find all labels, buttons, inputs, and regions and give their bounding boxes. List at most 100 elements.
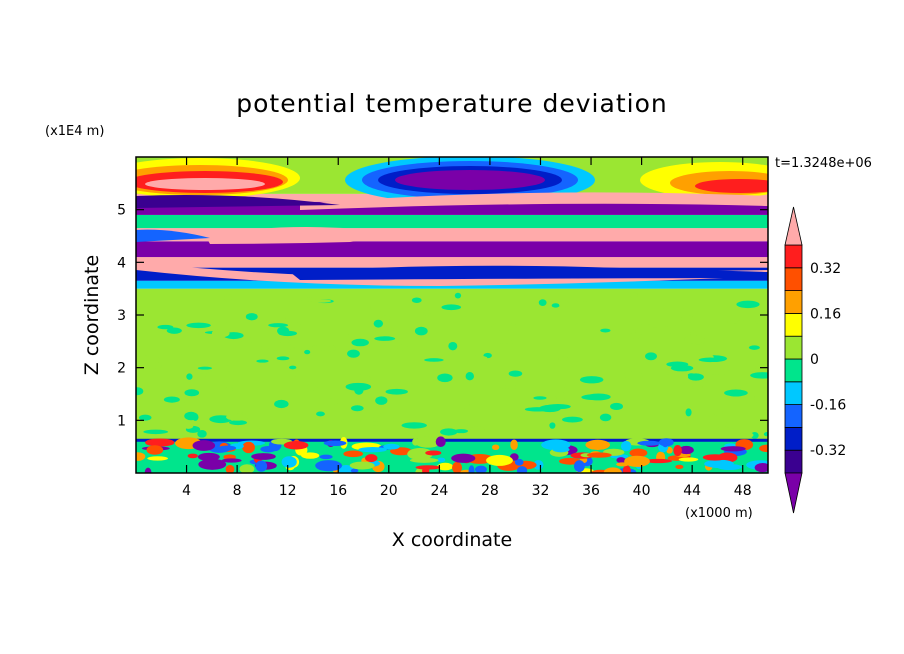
speckle [217, 327, 231, 331]
speckle [304, 349, 311, 355]
speckle [345, 382, 372, 391]
turbulence-cell [319, 454, 333, 460]
speckle [549, 422, 556, 429]
chart-title: potential temperature deviation [236, 89, 667, 118]
speckle [229, 420, 247, 426]
speckle [174, 346, 197, 355]
speckle [274, 399, 289, 409]
speckle [136, 382, 150, 388]
speckle [437, 373, 453, 383]
turbulence-cell [281, 456, 297, 468]
speckle [269, 342, 294, 352]
speckle [736, 300, 760, 309]
speckle [499, 385, 519, 389]
turbulence-cell [383, 443, 400, 450]
turbulence-cell [673, 445, 682, 457]
speckle [491, 322, 518, 331]
speckle [224, 386, 234, 392]
speckle [146, 362, 162, 369]
colorbar-label: -0.32 [810, 443, 846, 459]
speckle [397, 344, 409, 351]
turbulence-cell [390, 447, 412, 456]
speckle [573, 322, 595, 330]
turbulence-cell [144, 467, 152, 473]
turbulence-cell [255, 460, 268, 472]
speckle [307, 432, 323, 440]
speckle [754, 394, 762, 403]
colorbar-box [784, 312, 803, 337]
turbulence-cell [616, 457, 626, 464]
speckle [192, 413, 199, 421]
turbulence-cell [552, 446, 570, 453]
speckle [645, 352, 657, 361]
x-axis-label: X coordinate [392, 529, 512, 551]
speckle [658, 369, 674, 375]
speckle [373, 319, 384, 328]
speckle [240, 336, 253, 345]
speckle [143, 429, 169, 435]
speckle [323, 398, 340, 405]
speckle [662, 305, 685, 314]
colorbar-box [784, 290, 803, 314]
turbulence-cell [435, 436, 446, 448]
colorbar-box [784, 244, 803, 269]
speckle [562, 416, 583, 423]
speckle [750, 372, 768, 379]
turbulence-cell [414, 436, 442, 448]
speckle [690, 330, 698, 337]
speckle [611, 341, 620, 346]
turbulence-cell [486, 454, 513, 466]
turbulence-cell [759, 444, 768, 453]
speckle [713, 426, 737, 436]
turbulence-cell [145, 438, 175, 447]
speckle [316, 411, 325, 417]
colorbar-top-arrow [784, 206, 803, 246]
x-tick-label: 48 [734, 483, 752, 499]
speckle [136, 387, 144, 396]
turbulence-cell [365, 454, 378, 463]
time-label: t=1.3248e+06 [775, 156, 872, 171]
turbulence-cell [754, 463, 768, 473]
turbulence-cell [407, 448, 433, 460]
x-tick-label: 32 [532, 483, 550, 499]
speckle [381, 315, 391, 321]
cold-streak [590, 206, 768, 214]
warm-streak [300, 192, 768, 210]
speckle [545, 403, 571, 410]
speckle [375, 396, 388, 405]
warm-lobe [695, 179, 768, 193]
speckle [368, 421, 385, 426]
speckle [211, 328, 230, 338]
turbulence-cell [192, 440, 216, 451]
turbulence-cell [425, 450, 442, 456]
turbulence-cell [323, 440, 347, 447]
turbulence-cell [260, 445, 277, 453]
x-tick-label: 40 [633, 483, 651, 499]
speckle [374, 336, 396, 341]
turbulence-cell [451, 453, 476, 463]
speckle [629, 292, 638, 299]
speckle [597, 357, 614, 365]
speckle [440, 367, 447, 375]
speckle [441, 304, 462, 311]
turbulence-cell [422, 466, 430, 473]
colorbar-box [784, 449, 803, 474]
speckle [698, 357, 722, 363]
turbulence-cell [452, 461, 463, 473]
speckle [328, 345, 336, 352]
speckle [203, 432, 226, 436]
speckle [558, 356, 569, 362]
x-axis-unit: (x1000 m) [685, 506, 753, 521]
turbulence-cell [146, 445, 164, 455]
speckle [351, 338, 369, 347]
turbulence-cell [225, 464, 235, 473]
speckle [347, 332, 355, 342]
speckle [454, 292, 462, 299]
colorbar-box [784, 358, 803, 383]
turbulence-cell [514, 458, 524, 466]
speckle [411, 297, 422, 303]
speckle [422, 310, 432, 317]
speckle [186, 373, 193, 380]
speckle [685, 408, 692, 417]
